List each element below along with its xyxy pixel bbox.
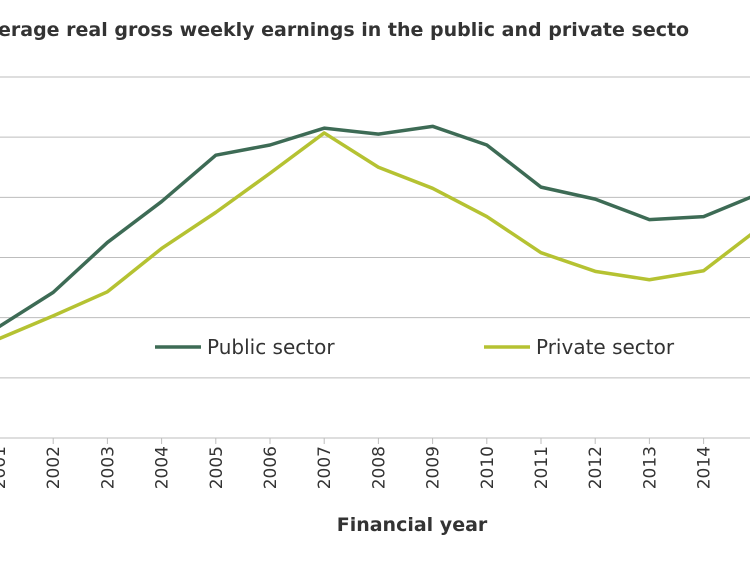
x-tick-label: 2006 xyxy=(261,446,281,489)
series-line xyxy=(0,131,750,341)
x-axis-title: Financial year xyxy=(337,514,488,536)
x-tick-label: 2001 xyxy=(0,446,10,489)
x-tick-label: 2014 xyxy=(695,446,715,489)
x-tick-label: 2012 xyxy=(586,446,606,489)
x-tick-label: 2013 xyxy=(640,446,660,489)
x-tick-label: 2002 xyxy=(44,446,64,489)
x-tick-label: 2003 xyxy=(98,446,118,489)
series-line xyxy=(0,124,750,329)
x-tick-label: 2008 xyxy=(369,446,389,489)
x-tick-label: 2005 xyxy=(207,446,227,489)
x-tick-label: 2004 xyxy=(153,446,173,489)
x-tick-label: 2009 xyxy=(424,446,444,489)
legend-label: Private sector xyxy=(536,335,675,359)
x-tick-label: 2011 xyxy=(532,446,552,489)
legend-label: Public sector xyxy=(207,335,335,359)
x-tick-label: 2010 xyxy=(478,446,498,489)
x-tick-label: 2007 xyxy=(315,446,335,489)
chart-title: erage real gross weekly earnings in the … xyxy=(0,19,689,41)
